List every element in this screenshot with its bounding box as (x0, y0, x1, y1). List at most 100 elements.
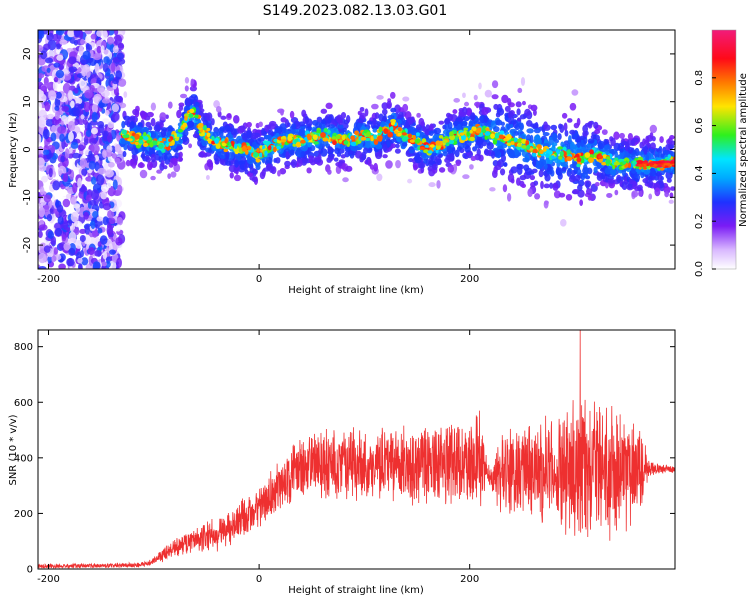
spectrogram-cell (156, 169, 163, 174)
spectrogram-cell (63, 242, 71, 251)
colorbar-tick-label: 0.2 (694, 213, 705, 229)
spectrogram-cell (90, 189, 100, 201)
spectrogram-ridge-cell (419, 146, 425, 150)
spectrogram-cell (643, 145, 648, 155)
spectrogram-cell (665, 143, 671, 151)
spectrogram-cell (132, 108, 139, 116)
spectrogram-cell (540, 180, 544, 190)
spectrogram-ridge-cell (142, 142, 149, 147)
spectrogram-cell (642, 138, 646, 147)
y-tick-label: 10 (22, 95, 33, 108)
spectrogram-ridge-cell (612, 164, 616, 170)
snr-y-label: SNR (10 * v/v) (8, 414, 19, 485)
spectrogram-cell (281, 127, 287, 134)
spectrogram-cell (408, 147, 415, 154)
spectrogram-cell (398, 111, 404, 119)
spectrogram-cell (112, 179, 118, 190)
spectrogram-cell (367, 158, 372, 167)
spectrogram-cell (462, 174, 470, 180)
spectrogram-ridge-cell (273, 146, 277, 153)
spectrogram-cell (194, 101, 200, 108)
spectrogram-cell (507, 110, 514, 119)
spectrogram-ridge-cell (492, 139, 498, 145)
spectrogram-cell (41, 175, 48, 183)
spectrogram-cell (503, 162, 508, 167)
spectrogram-ridge-cell (146, 140, 151, 144)
spectrogram-cell (251, 141, 258, 148)
spectrogram-cell (179, 93, 188, 99)
spectrogram-cell (38, 265, 47, 269)
spectrogram-cell (535, 163, 543, 170)
spectrogram-cell (54, 227, 63, 237)
spectrogram-cell (43, 43, 51, 51)
spectrogram-ridge-cell (484, 131, 491, 136)
spectrogram-cell (89, 137, 98, 145)
spectrogram-cell (327, 169, 332, 175)
spectrogram-cell (85, 35, 92, 44)
spectrogram-ridge-cell (494, 132, 500, 139)
spectrogram-ridge-cell (521, 145, 528, 149)
spectrogram-ridge-cell (556, 149, 560, 155)
spectrogram-cell (666, 178, 672, 183)
spectrogram-ridge-cell (194, 114, 199, 119)
spectrogram-cell (516, 163, 524, 170)
spectrogram-ridge-cell (613, 161, 620, 166)
spectrogram-cell (102, 216, 109, 226)
spectrogram-cell (100, 191, 108, 200)
spectrogram-ridge-cell (323, 127, 328, 133)
spectrogram-cell (345, 115, 351, 124)
spectrogram-ridge-cell (559, 150, 564, 157)
spectrogram-cell (423, 158, 428, 164)
spectrogram-cell (593, 121, 599, 129)
spectrogram-cell (316, 116, 323, 123)
spectrogram-ridge-cell (671, 164, 675, 168)
spectrogram-cell (131, 154, 136, 159)
spectrogram-cell (122, 150, 127, 158)
spectrogram-cell (139, 169, 148, 179)
spectrogram-ridge-cell (383, 128, 389, 134)
spectrogram-ridge-cell (177, 128, 184, 133)
spectrogram-cell (78, 263, 83, 269)
spectrogram-cell (648, 179, 654, 188)
spectrogram-cell (68, 247, 76, 256)
spectrogram-ridge-cell (287, 135, 293, 142)
spectrogram-ridge-cell (373, 139, 379, 145)
spectrogram-cell (442, 151, 448, 157)
spectrogram-cell (433, 127, 442, 135)
spectrogram-cell (178, 151, 183, 158)
spectrogram-cell (85, 130, 92, 138)
spectrogram-cell (381, 108, 388, 116)
spectrogram-cell (389, 91, 396, 99)
spectrogram-cell (623, 141, 628, 146)
spectrogram-ridge-cell (423, 149, 429, 154)
spectrogram-cell (449, 152, 455, 162)
spectrogram-cell (659, 180, 664, 189)
spectrogram-cell (493, 126, 500, 133)
spectrogram-cell (290, 159, 297, 168)
spectrogram-cell (159, 121, 164, 129)
spectrogram-cell (219, 158, 225, 165)
spectrogram-cell (114, 157, 121, 165)
spectrogram-cell (71, 152, 81, 159)
spectrogram-cell (446, 145, 452, 155)
spectrogram-cell (386, 140, 391, 148)
spectrogram-cell (402, 96, 410, 102)
x-tick-label: 0 (256, 574, 262, 585)
spectrogram-cell (92, 261, 101, 269)
spectrogram-cell (56, 30, 65, 36)
spectrogram-cell (386, 100, 392, 110)
spectrogram-cell (483, 149, 490, 155)
spectrogram-ridge-cell (605, 159, 611, 164)
spectrogram-cell (62, 173, 69, 183)
spectrogram-ridge-cell (402, 136, 409, 140)
spectrogram-cell (59, 39, 68, 46)
spectrogram-ridge-cell (605, 156, 611, 160)
spectrogram-cell (84, 224, 90, 235)
spectrogram-cell (79, 234, 86, 243)
spectrogram-cell (48, 90, 57, 101)
spectrogram-cell (43, 149, 50, 155)
spectrogram-cell (236, 155, 242, 161)
spectrogram-ridge-cell (197, 122, 204, 129)
spectrogram-ridge-cell (409, 139, 416, 143)
